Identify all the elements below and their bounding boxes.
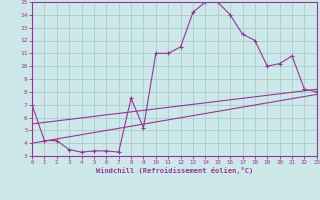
X-axis label: Windchill (Refroidissement éolien,°C): Windchill (Refroidissement éolien,°C) bbox=[96, 167, 253, 174]
